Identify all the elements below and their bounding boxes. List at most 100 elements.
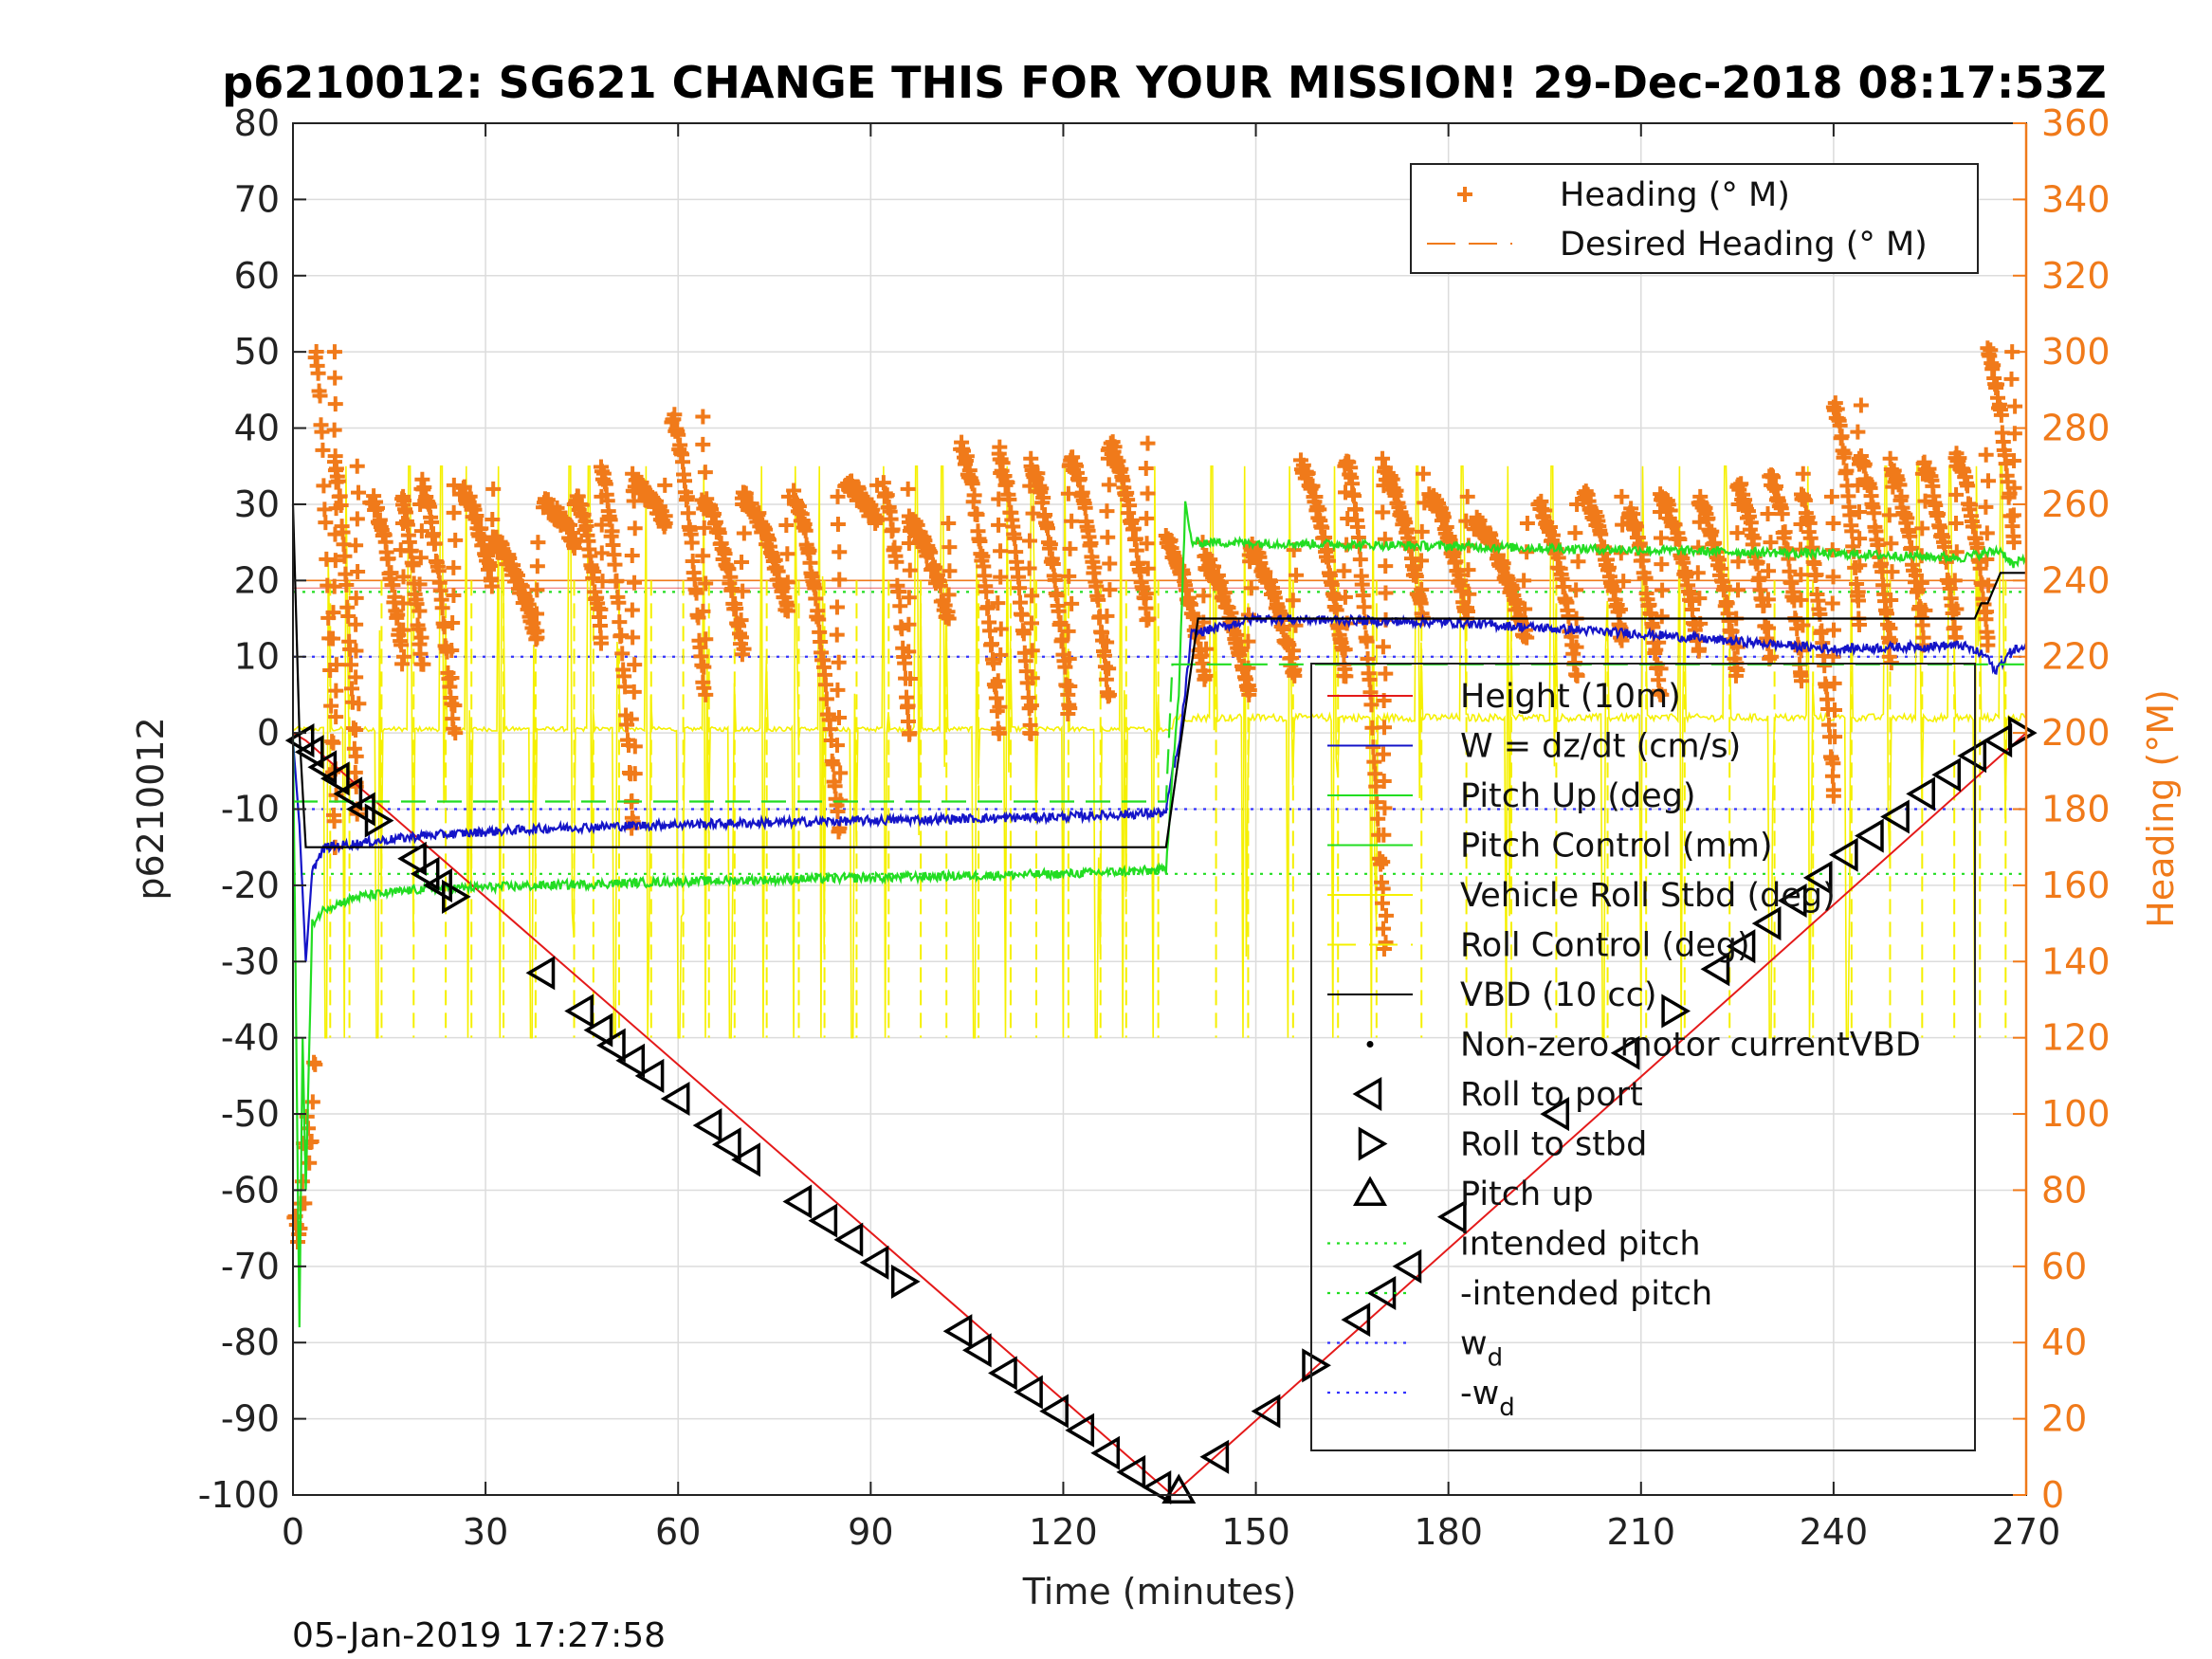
marker-tri-left <box>1540 1097 1570 1132</box>
marker-tri-right <box>1302 1348 1331 1383</box>
axes: 0 30 60 90 120 150 180 210 240 270 80 70 60 50 40 30 20 1… <box>198 102 2111 1553</box>
marker-tri-left <box>1726 929 1756 964</box>
marker-tri-right <box>1661 994 1691 1029</box>
y-tick-label: 80 <box>234 102 280 144</box>
y2-tick-label: 40 <box>2041 1322 2087 1363</box>
marker-tri-left <box>833 1222 864 1257</box>
y-tick-label: 40 <box>234 408 280 449</box>
legend-bottom-label: Roll Control (deg) <box>1460 927 1750 965</box>
legend-bottom-entry-sample <box>1352 1076 1382 1112</box>
y-tick-label: 20 <box>234 559 280 601</box>
marker-tri-left <box>294 735 324 770</box>
x-axis-label: Time (minutes) <box>1022 1571 1297 1613</box>
heading-series <box>286 340 2023 1250</box>
marker-tri-left <box>1855 818 1884 853</box>
y2-tick-label: 360 <box>2041 102 2111 144</box>
marker-tri-left <box>1039 1394 1069 1429</box>
legend-bottom: Height (10m) W = dz/dt (cm/s) Pitch Up (de… <box>1310 663 1976 1451</box>
y2-tick-label: 20 <box>2041 1398 2087 1440</box>
chart-title: p6210012: SG621 CHANGE THIS FOR YOUR MIS… <box>222 57 2106 108</box>
series-line <box>291 611 2028 962</box>
y-tick-label: 10 <box>234 636 280 678</box>
y2-tick-label: 200 <box>2041 712 2111 754</box>
series-line <box>291 501 2027 1328</box>
heading-points <box>286 340 2023 1250</box>
y2-axis-label: Heading (°M) <box>2140 689 2182 928</box>
marker-tri-right <box>442 879 471 914</box>
legend-bottom-label: Roll to stbd <box>1460 1126 1647 1164</box>
marker-tri-left <box>615 1043 646 1078</box>
marker-tri-left <box>583 1012 613 1048</box>
marker-tri-left <box>808 1203 838 1238</box>
x-tick-label: 120 <box>1029 1511 1098 1553</box>
y2-tick-label: 140 <box>2041 940 2111 982</box>
x-tick-label: 240 <box>1800 1511 1869 1553</box>
y2-tick-label: 160 <box>2041 865 2111 906</box>
legend-bottom-label: Height (10m) <box>1460 678 1681 716</box>
x-tick-label: 210 <box>1607 1511 1676 1553</box>
y2-tick-label: 220 <box>2041 636 2111 678</box>
marker-tri-left <box>711 1127 741 1162</box>
legend-bottom-box <box>1310 663 1976 1451</box>
marker-tri-left <box>1014 1375 1043 1410</box>
x-tick-label: 180 <box>1414 1511 1483 1553</box>
y-tick-label: -70 <box>221 1246 280 1287</box>
legend-bottom-label: VBD (10 cc) <box>1460 976 1657 1014</box>
legend-top-entry-sample <box>1457 187 1472 202</box>
legend-bottom-label: W = dz/dt (cm/s) <box>1460 728 1741 766</box>
legend-top-label: Desired Heading (° M) <box>1560 226 1928 264</box>
legend-bottom-label: intended pitch <box>1460 1226 1701 1264</box>
legend-bottom-entry-sample <box>1352 1176 1388 1206</box>
marker-tri-right <box>2007 716 2038 751</box>
legend-bottom-label: Vehicle Roll Stbd (deg) <box>1460 877 1836 915</box>
marker-tri-left <box>1065 1413 1095 1448</box>
y-tick-label: 50 <box>234 331 280 373</box>
legend-top: Heading (° M) Desired Heading (° M) <box>1410 163 1979 274</box>
x-tick-label: 150 <box>1221 1511 1290 1553</box>
legend-bottom-label: Pitch Control (mm) <box>1460 828 1772 866</box>
legend-bottom-label: Pitch up <box>1460 1176 1594 1213</box>
marker-tri-left <box>1777 883 1807 919</box>
marker-tri-left <box>564 994 594 1029</box>
y2-tick-label: 280 <box>2041 408 2111 449</box>
y-tick-label: -60 <box>221 1169 280 1211</box>
y-tick-label: -10 <box>221 789 280 830</box>
marker-tri-left <box>1436 1199 1467 1234</box>
marker-tri-right <box>364 803 394 838</box>
marker-tri-left <box>1392 1249 1422 1284</box>
legend-bottom-label: -wd <box>1460 1375 1515 1422</box>
y-tick-label: 0 <box>257 712 280 754</box>
marker-tri-left <box>320 761 350 796</box>
marker-tri-left <box>731 1142 760 1177</box>
marker-tri-left <box>333 776 363 811</box>
x-tick-label: 0 <box>282 1511 304 1553</box>
marker-tri-left <box>988 1356 1017 1391</box>
legend-top-label: Heading (° M) <box>1560 176 1790 214</box>
y-tick-label: -100 <box>198 1474 280 1516</box>
legend-bottom-label: Non-zero motor currentVBD <box>1460 1027 1921 1065</box>
marker-tri-left <box>596 1028 626 1063</box>
y-tick-label: -80 <box>221 1322 280 1363</box>
x-tick-label: 30 <box>463 1511 508 1553</box>
marker-tri-left <box>634 1058 665 1093</box>
marker-tri-left <box>1957 738 1987 774</box>
y-tick-label: -40 <box>221 1017 280 1059</box>
marker-tri-left <box>1700 952 1730 987</box>
marker-tri-left <box>1199 1439 1230 1474</box>
y2-tick-label: 320 <box>2041 255 2111 297</box>
marker-tri-left <box>660 1081 690 1117</box>
y2-tick-label: 300 <box>2041 331 2111 373</box>
marker-tri-right <box>890 1264 921 1299</box>
legend-bottom-label: Roll to port <box>1460 1076 1643 1114</box>
marker-tri-left <box>692 1108 722 1143</box>
y-tick-label: -30 <box>221 940 280 982</box>
y2-tick-label: 60 <box>2041 1246 2087 1287</box>
y-tick-label: 60 <box>234 255 280 297</box>
data-series <box>291 501 2028 1497</box>
footer-timestamp: 05-Jan-2019 17:27:58 <box>292 1616 666 1655</box>
legend-bottom-entry-sample <box>1366 1041 1374 1048</box>
y2-tick-label: 340 <box>2041 178 2111 220</box>
marker-tri-left <box>1751 906 1782 941</box>
y-tick-label: -90 <box>221 1398 280 1440</box>
